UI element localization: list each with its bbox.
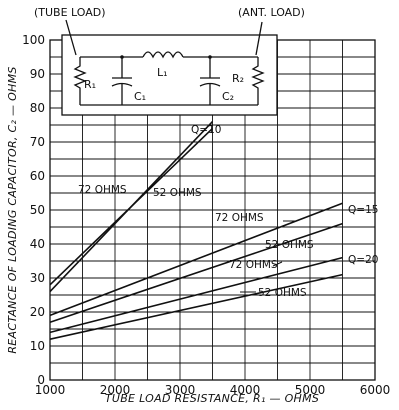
c1-label: C₁ xyxy=(134,90,146,103)
series-line xyxy=(49,222,343,323)
y-tick-labels: 0 10 20 30 40 50 60 70 80 90 100 xyxy=(22,33,45,387)
q20-72-label: 72 OHMS xyxy=(229,259,278,271)
y-tick-label: 40 xyxy=(30,237,45,251)
y-tick-label: 60 xyxy=(30,169,45,183)
x-axis-label: TUBE LOAD RESISTANCE, R₁ — OHMS xyxy=(105,392,319,405)
x-tick-labels: 1000 2000 3000 4000 5000 6000 xyxy=(35,383,391,397)
junction-dot xyxy=(208,55,212,59)
y-tick-label: 30 xyxy=(30,271,45,285)
q15-label: Q=15 xyxy=(348,204,378,216)
l1-label: L₁ xyxy=(157,66,168,79)
r2-label: R₂ xyxy=(232,72,244,85)
y-tick-label: 100 xyxy=(22,33,45,47)
tube-load-label: (TUBE LOAD) xyxy=(34,6,106,19)
y-tick-label: 50 xyxy=(30,203,45,217)
junction-dot xyxy=(120,55,124,59)
series-layer xyxy=(49,121,343,340)
c2-label: C₂ xyxy=(222,90,234,103)
ant-load-label: (ANT. LOAD) xyxy=(238,6,305,19)
schematic-circuit xyxy=(65,19,265,106)
q10-72-label: 72 OHMS xyxy=(78,184,127,196)
schematic-inset xyxy=(61,34,278,116)
y-tick-label: 20 xyxy=(30,305,45,319)
q15-72-label: 72 OHMS xyxy=(215,212,264,224)
series-line xyxy=(49,273,343,340)
q15-52-label: 52 OHMS xyxy=(265,239,314,251)
q20-label: Q=20 xyxy=(348,254,378,266)
x-tick-label: 3000 xyxy=(165,383,196,397)
x-tick-label: 4000 xyxy=(230,383,261,397)
y-axis-label: REACTANCE OF LOADING CAPACITOR, C₂ — OHM… xyxy=(6,66,19,353)
y-tick-label: 70 xyxy=(30,135,45,149)
r1-label: R₁ xyxy=(84,78,96,91)
series-line xyxy=(49,256,343,334)
series-line xyxy=(49,202,343,317)
y-tick-label: 0 xyxy=(37,373,45,387)
q20-52-label: 52 OHMS xyxy=(258,287,307,299)
x-tick-label: 5000 xyxy=(295,383,326,397)
x-tick-label: 1000 xyxy=(35,383,66,397)
q10-label: Q=10 xyxy=(191,124,221,136)
y-tick-label: 90 xyxy=(30,67,45,81)
q10-52-label: 52 OHMS xyxy=(153,187,202,199)
series-line xyxy=(49,121,214,293)
annotation-leaders xyxy=(148,192,296,293)
x-tick-label: 6000 xyxy=(360,383,391,397)
y-tick-label: 10 xyxy=(30,339,45,353)
x-tick-label: 2000 xyxy=(100,383,131,397)
y-tick-label: 80 xyxy=(30,101,45,115)
